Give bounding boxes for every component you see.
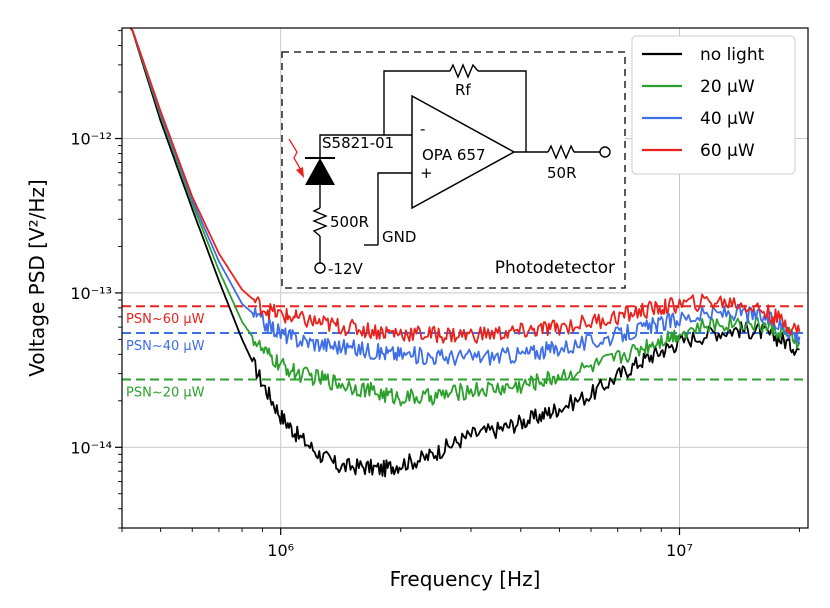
axis-ticks: 10⁶ 10⁷ 10⁻¹² 10⁻¹³ 10⁻¹⁴ [70, 30, 800, 560]
y-tick-label: 10⁻¹⁴ [70, 438, 112, 457]
circuit-wires [319, 70, 600, 263]
bias-resistor-label: 500R [330, 213, 369, 231]
psn-label-background [124, 310, 224, 328]
rf-label: Rf [455, 81, 471, 99]
light-arrowhead-icon [296, 167, 304, 178]
psn-label-background [124, 383, 224, 401]
plus-label: + [420, 164, 433, 182]
series-line [129, 27, 801, 366]
legend: no light 20 μW 40 μW 60 μW [631, 35, 796, 175]
legend-items: no light 20 μW 40 μW 60 μW [642, 45, 765, 161]
y-tick-label: 10⁻¹³ [70, 284, 112, 303]
x-tick-label: 10⁶ [267, 541, 294, 560]
bias-resistor-icon [312, 207, 328, 237]
rf-resistor-icon [449, 63, 479, 79]
reference-labels: PSN~60 μW PSN~40 μW PSN~20 μW [124, 310, 224, 401]
ground-label: GND [382, 228, 416, 246]
light-arrow-icon [288, 138, 303, 173]
series-line [129, 27, 801, 407]
psn-label: PSN~40 μW [126, 339, 205, 354]
inset-title: Photodetector [495, 258, 615, 278]
psn-label: PSN~20 μW [126, 385, 205, 400]
output-resistor-label: 50R [547, 164, 577, 182]
plot-frame [121, 27, 809, 529]
series-lines [129, 27, 801, 478]
legend-box [631, 35, 796, 175]
opamp-label: OPA 657 [422, 146, 486, 164]
legend-label: no light [700, 45, 765, 65]
photodiode-label: S5821-01 [322, 134, 394, 152]
y-axis-title: Voltage PSD [V²/Hz] [25, 179, 49, 376]
photodiode-icon [305, 158, 335, 185]
supply-terminal-icon [314, 262, 326, 274]
series-line [129, 27, 801, 344]
psn-label-background [124, 336, 224, 354]
series-line [129, 27, 800, 478]
x-axis-title: Frequency [Hz] [390, 567, 541, 591]
output-resistor-icon [547, 144, 575, 160]
opamp-triangle [411, 94, 516, 210]
circuit-inset: S5821-01 OPA 657 - + Rf 50R 500R -12V GN… [281, 51, 626, 289]
y-tick-label: 10⁻¹² [70, 130, 112, 149]
x-tick-label: 10⁷ [666, 541, 693, 560]
psn-label: PSN~60 μW [126, 312, 205, 327]
supply-label: -12V [328, 260, 363, 278]
legend-label: 60 μW [700, 141, 755, 161]
legend-label: 20 μW [700, 77, 755, 97]
output-terminal-icon [599, 146, 611, 158]
minus-label: - [420, 120, 425, 138]
legend-label: 40 μW [700, 109, 755, 129]
